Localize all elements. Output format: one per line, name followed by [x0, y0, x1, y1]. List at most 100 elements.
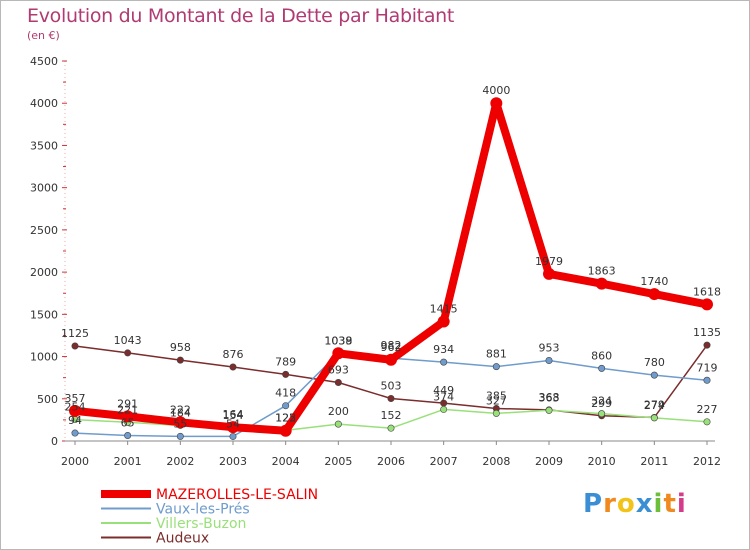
data-label: 152 [381, 409, 402, 422]
brand-logo-letter: i [653, 489, 664, 519]
data-point [176, 356, 184, 364]
data-label: 184 [170, 406, 191, 419]
x-tick-label: 2006 [377, 455, 405, 468]
data-point [440, 358, 448, 366]
legend-label: MAZEROLLES-LE-SALIN [156, 487, 318, 503]
data-label: 363 [539, 391, 560, 404]
data-label: 953 [539, 342, 560, 355]
data-label: 982 [381, 339, 402, 352]
data-point [121, 410, 134, 423]
data-label: 94 [68, 414, 82, 427]
data-label: 164 [223, 408, 244, 421]
data-label: 958 [170, 341, 191, 354]
y-tick-label: 4500 [30, 55, 58, 68]
data-point [124, 432, 132, 440]
data-point [71, 429, 79, 437]
x-tick-label: 2003 [219, 455, 247, 468]
data-label: 934 [433, 343, 454, 356]
data-point [227, 421, 239, 434]
data-label: 1135 [693, 326, 721, 339]
y-tick-label: 2500 [30, 224, 58, 237]
y-tick-label: 0 [51, 435, 58, 448]
data-point [650, 414, 658, 422]
brand-logo-letter: x [635, 489, 654, 519]
data-label: 125 [275, 411, 296, 424]
data-point [545, 406, 553, 414]
x-tick-label: 2004 [272, 455, 300, 468]
data-label: 789 [275, 355, 296, 368]
data-point [650, 371, 658, 379]
y-tick-label: 500 [37, 393, 58, 406]
data-label: 221 [117, 403, 138, 416]
data-point [69, 404, 81, 417]
data-point [282, 370, 290, 378]
data-label: 4000 [482, 84, 510, 97]
data-label: 222 [170, 403, 191, 416]
data-label: 385 [486, 389, 507, 402]
y-tick-label: 1500 [30, 308, 58, 321]
chart-subtitle: (en €) [27, 29, 60, 42]
data-label: 1415 [430, 303, 458, 316]
x-tick-label: 2011 [640, 455, 668, 468]
data-label: 1039 [324, 334, 352, 347]
brand-logo-letter: r [603, 489, 617, 519]
x-tick-label: 2000 [61, 455, 89, 468]
legend-label: Villers-Buzon [156, 516, 246, 532]
data-point [176, 432, 184, 440]
data-label: 449 [433, 384, 454, 397]
data-point [648, 288, 661, 301]
data-label: 55 [173, 417, 187, 430]
data-label: 876 [223, 348, 244, 361]
data-label: 279 [644, 398, 665, 411]
data-label: 254 [65, 401, 86, 414]
data-label: 374 [433, 390, 454, 403]
data-label: 299 [591, 397, 612, 410]
x-tick-label: 2009 [535, 455, 563, 468]
data-label: 65 [121, 417, 135, 430]
data-point [440, 405, 448, 413]
data-point [598, 364, 606, 372]
data-label: 962 [381, 341, 402, 354]
data-point [124, 349, 132, 357]
data-point [279, 424, 292, 437]
data-label: 227 [697, 403, 718, 416]
data-point [703, 341, 711, 349]
data-label: 54 [226, 417, 240, 430]
data-label: 327 [486, 394, 507, 407]
data-point [229, 432, 237, 440]
data-point [701, 298, 713, 311]
legend-label: Vaux-les-Prés [156, 502, 250, 518]
data-label: 780 [644, 356, 665, 369]
data-point [282, 402, 290, 410]
data-label: 1979 [535, 255, 563, 268]
y-tick-label: 3000 [30, 182, 58, 195]
data-point [545, 357, 553, 365]
y-tick-label: 4000 [30, 97, 58, 110]
data-label: 324 [591, 395, 612, 408]
x-tick-label: 2012 [693, 455, 721, 468]
data-point [492, 363, 500, 371]
x-tick-label: 2001 [114, 455, 142, 468]
x-tick-label: 2005 [324, 455, 352, 468]
data-label: 881 [486, 348, 507, 361]
data-label: 719 [697, 361, 718, 374]
data-label: 154 [223, 409, 244, 422]
data-label: 1618 [693, 285, 721, 298]
data-point [595, 277, 608, 290]
data-label: 1863 [588, 265, 616, 278]
data-point [71, 342, 79, 350]
data-point [387, 424, 395, 432]
y-tick-label: 2000 [30, 266, 58, 279]
data-label: 1043 [114, 334, 142, 347]
data-point [492, 409, 500, 417]
brand-logo-letter: t [663, 489, 677, 519]
x-tick-label: 2010 [588, 455, 616, 468]
data-label: 200 [328, 405, 349, 418]
x-tick-label: 2008 [482, 455, 510, 468]
data-label: 291 [117, 397, 138, 410]
data-label: 860 [591, 349, 612, 362]
data-point [385, 353, 397, 366]
brand-logo: Proxiti [583, 489, 687, 519]
